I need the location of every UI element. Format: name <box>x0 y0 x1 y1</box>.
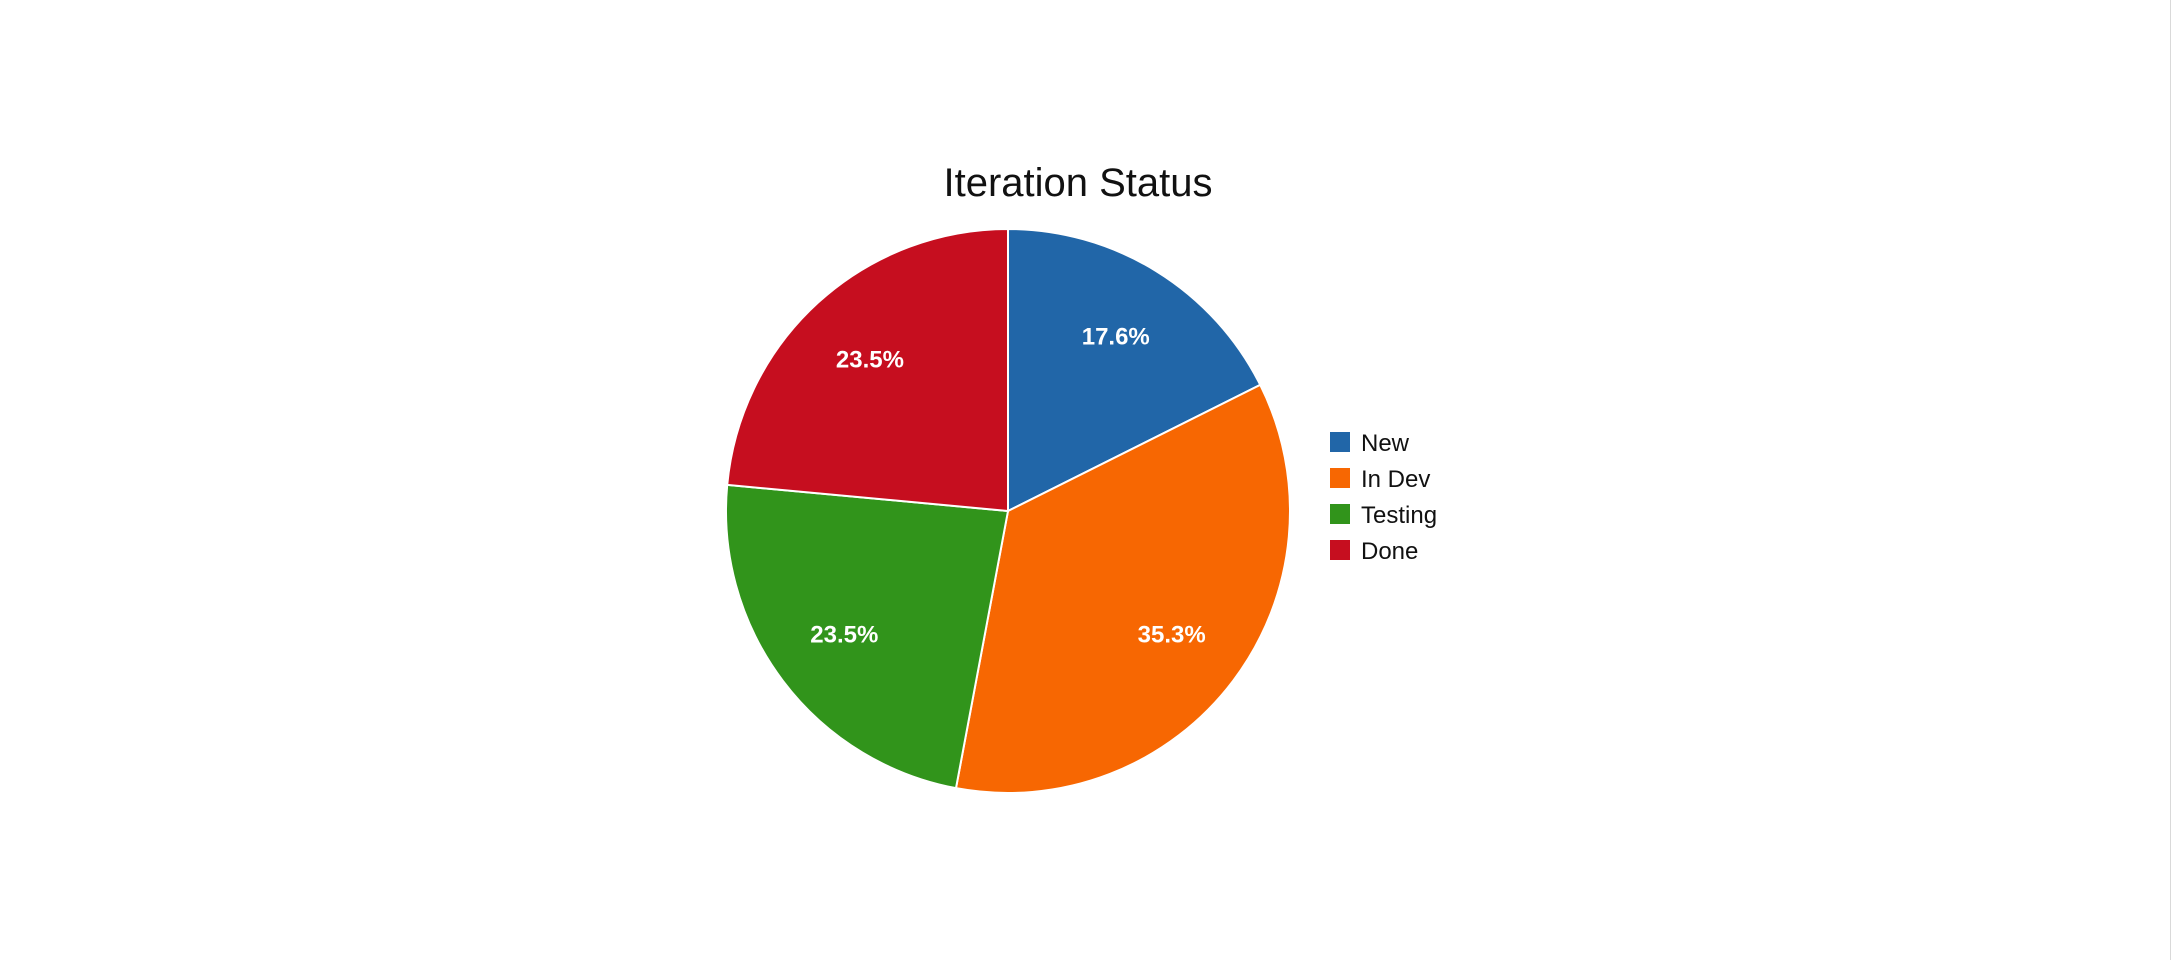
legend-label: In Dev <box>1361 466 1430 493</box>
chart-title: Iteration Status <box>943 161 1212 205</box>
slice-percent-label: 17.6% <box>1082 324 1150 351</box>
legend-label: New <box>1361 430 1410 457</box>
legend-label: Done <box>1361 538 1418 565</box>
slice-percent-label: 23.5% <box>810 621 878 648</box>
legend-swatch <box>1330 540 1350 560</box>
chart-legend: New In Dev Testing Done <box>1330 430 1437 565</box>
pie-slice-new <box>1007 227 1262 513</box>
pie-slices <box>725 227 1291 794</box>
pie-slice-labels: 17.6% 35.3% 23.5% 23.5% <box>810 324 1205 649</box>
legend-label: Testing <box>1361 502 1437 529</box>
slice-percent-label: 35.3% <box>1138 621 1206 648</box>
pie-slice-done <box>726 227 1009 513</box>
slice-percent-label: 23.5% <box>836 346 904 373</box>
legend-swatch <box>1330 504 1350 524</box>
legend-swatch <box>1330 432 1350 452</box>
legend-swatch <box>1330 468 1350 488</box>
window-right-border <box>2170 0 2171 960</box>
pie-slice-testing <box>725 483 1010 790</box>
pie-slice-in-dev <box>954 383 1291 794</box>
